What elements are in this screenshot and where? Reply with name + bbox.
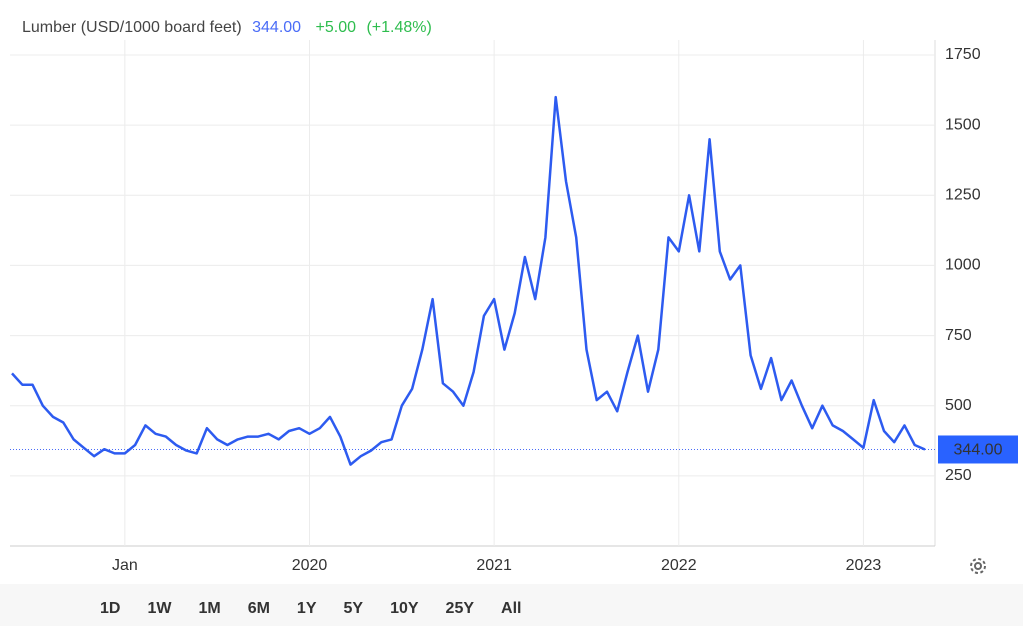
range-button[interactable]: 25Y xyxy=(446,600,475,617)
range-button[interactable]: 1M xyxy=(198,600,220,617)
range-button[interactable]: 5Y xyxy=(344,600,364,617)
x-tick-label: 2023 xyxy=(846,557,882,574)
range-button[interactable]: 1Y xyxy=(297,600,317,617)
chart-title: Lumber (USD/1000 board feet) xyxy=(22,19,242,36)
y-tick-label: 1750 xyxy=(945,46,981,63)
range-button[interactable]: 1W xyxy=(147,600,172,617)
y-tick-label: 1250 xyxy=(945,187,981,204)
x-tick-label: 2022 xyxy=(661,557,697,574)
range-button[interactable]: 10Y xyxy=(390,600,419,617)
range-bar xyxy=(0,584,1023,626)
y-tick-label: 1500 xyxy=(945,116,981,133)
y-tick-label: 250 xyxy=(945,467,972,484)
y-tick-label: 1000 xyxy=(945,257,981,274)
range-button[interactable]: 1D xyxy=(100,600,120,617)
current-price: 344.00 xyxy=(252,19,301,36)
y-tick-label: 500 xyxy=(945,397,972,414)
price-change: +5.00 xyxy=(316,19,357,36)
range-button[interactable]: All xyxy=(501,600,521,617)
price-line xyxy=(11,95,926,466)
x-tick-label: 2021 xyxy=(476,557,512,574)
range-button[interactable]: 6M xyxy=(248,600,270,617)
price-change-pct: (+1.48%) xyxy=(366,19,431,36)
current-price-tag xyxy=(938,435,1018,464)
chart-header: Lumber (USD/1000 board feet) 344.00 +5.0… xyxy=(22,19,432,36)
x-tick-label: Jan xyxy=(112,557,138,574)
current-price-tag-label: 344.00 xyxy=(954,442,1003,459)
y-tick-label: 750 xyxy=(945,327,972,344)
settings-gear[interactable] xyxy=(970,558,986,574)
x-tick-label: 2020 xyxy=(292,557,328,574)
